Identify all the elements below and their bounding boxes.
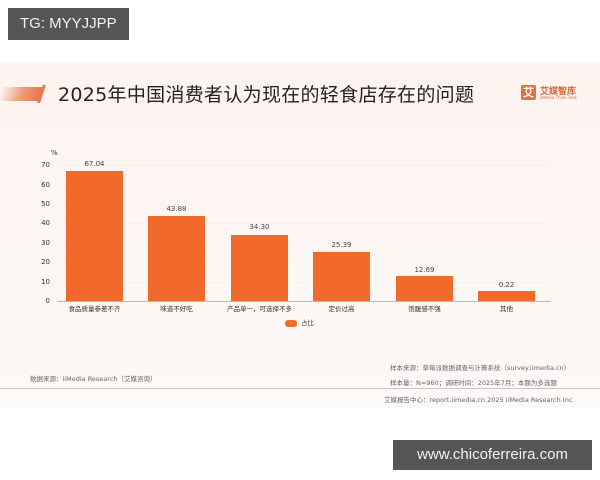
data-source-note: 数据来源：iiMedia Research（艾媒咨询） <box>30 375 157 383</box>
y-axis-unit: % <box>51 149 58 157</box>
logo-icon: 艾 <box>521 85 536 100</box>
footer-divider <box>0 388 600 389</box>
y-tick: 10 <box>41 277 50 286</box>
bar-value-label: 0.22 <box>498 281 515 289</box>
bar-food-quality <box>66 171 123 301</box>
category-label: 其他 <box>500 305 513 313</box>
category-label: 味道不好吃 <box>160 305 193 313</box>
legend-swatch-icon <box>285 320 297 327</box>
y-tick: 0 <box>45 297 50 305</box>
y-tick: 40 <box>41 219 50 228</box>
watermark-top-left: TG: MYYJJPP <box>8 8 129 40</box>
bar-other <box>478 291 535 301</box>
watermark-bottom-right: www.chicoferreira.com <box>393 440 592 470</box>
y-tick: 60 <box>41 180 50 189</box>
footer-credit: 艾媒报告中心：report.iimedia.cn 2025 iiMedia Re… <box>384 396 573 404</box>
bar-value-label: 43.88 <box>166 205 187 213</box>
gridline <box>58 262 550 263</box>
gridline <box>58 223 550 224</box>
bar-value-label: 34.30 <box>249 223 270 231</box>
x-axis-line <box>57 301 551 302</box>
sample-source-note: 样本来源：草莓派数据调查与计算系统（survey.iimedia.cn） <box>390 364 571 372</box>
y-tick: 70 <box>41 161 50 170</box>
bar-taste <box>148 216 205 301</box>
gridline <box>58 185 550 186</box>
page-title: 2025年中国消费者认为现在的轻食店存在的问题 <box>58 84 475 106</box>
bar-limited-choice <box>231 234 288 301</box>
category-label: 定价过高 <box>328 305 355 313</box>
bar-chart: % 0 10 20 30 40 50 60 70 67.04 食品质量参差不齐 … <box>0 63 600 408</box>
y-tick: 50 <box>41 200 50 208</box>
category-label: 饱腹感不强 <box>408 305 441 313</box>
y-tick: 20 <box>41 258 50 267</box>
gridline <box>58 243 550 244</box>
logo-name: 艾媒智库 <box>540 87 577 97</box>
sample-size-note: 样本量：N=960；调研时间：2025年7月；本题为多选题 <box>390 379 557 387</box>
bar-value-label: 12.69 <box>414 266 435 274</box>
category-label: 食品质量参差不齐 <box>68 305 121 313</box>
legend-label: 占比 <box>301 319 314 327</box>
logo-subtitle: iiMedia Think Tank <box>540 95 577 100</box>
bar-satiety <box>396 276 453 301</box>
y-tick: 30 <box>41 238 50 247</box>
category-label: 产品单一，可选择不多 <box>227 305 292 313</box>
gridline <box>58 204 550 205</box>
gridline <box>58 282 550 283</box>
bar-value-label: 25.39 <box>331 241 352 249</box>
chart-card: 2025年中国消费者认为现在的轻食店存在的问题 艾 艾媒智库 iiMedia T… <box>0 63 600 408</box>
gridline <box>58 165 550 166</box>
bar-value-label: 67.04 <box>84 160 105 168</box>
bar-price <box>313 251 370 301</box>
